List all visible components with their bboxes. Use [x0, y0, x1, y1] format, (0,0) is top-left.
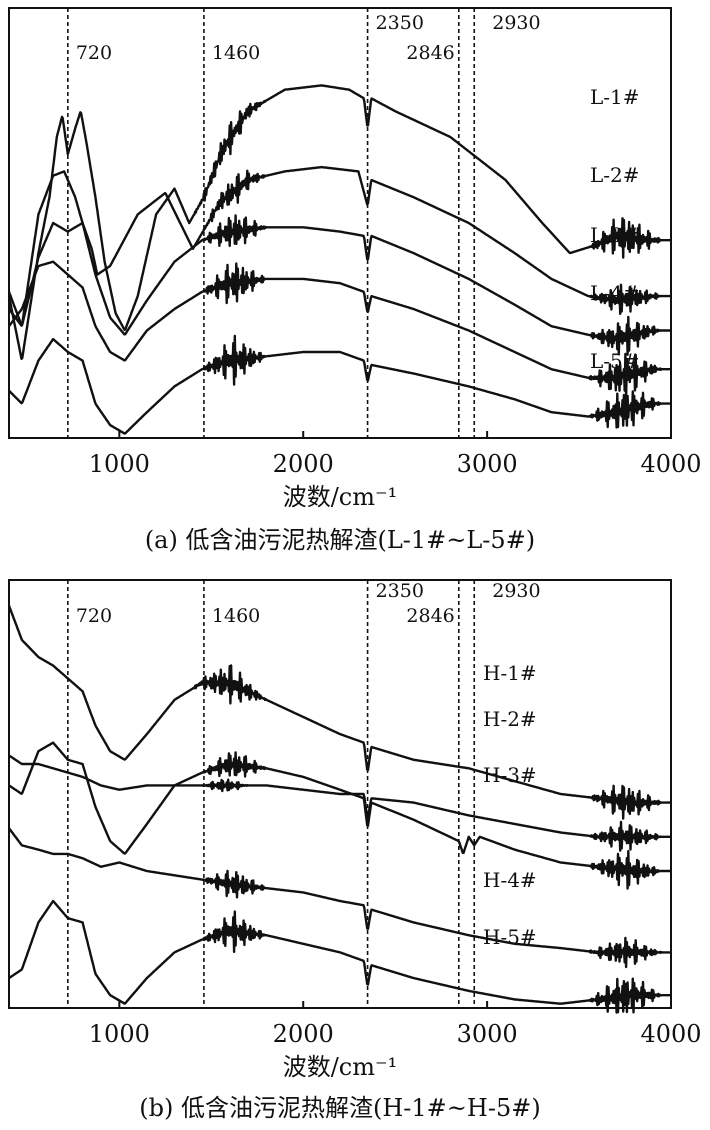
- series-label: L-5#: [590, 349, 640, 373]
- panel-a: 1000 2000 3000 4000 720 1460 2350 2846 2930 L-1# L…: [7, 7, 702, 554]
- series-label: H-2#: [483, 707, 537, 731]
- reference-line-label: 720: [76, 42, 112, 64]
- series-label: L-4#: [590, 281, 640, 305]
- reference-line-label: 2350: [376, 12, 424, 34]
- panel-b: 1000 2000 3000 4000 720 1460 2350 2846 2930 H-1# H…: [7, 579, 702, 1122]
- panel-caption: (a) 低含油污泥热解渣(L-1#~L-5#): [145, 526, 535, 554]
- x-tick-label: 3000: [457, 1020, 518, 1048]
- x-tick-label: 2000: [273, 1020, 334, 1048]
- reference-line-label: 2350: [376, 580, 424, 602]
- series-label: H-1#: [483, 661, 537, 685]
- x-axis-label: 波数/cm⁻¹: [283, 1053, 398, 1081]
- series-label: L-2#: [590, 163, 640, 187]
- series-line-L-4: [8, 260, 672, 399]
- series-label: H-5#: [483, 925, 537, 949]
- reference-line-label: 1460: [212, 42, 260, 64]
- series-line-H-5: [8, 899, 672, 1014]
- series-line-L-1: [7, 84, 672, 360]
- reference-line-label: 2930: [492, 580, 540, 602]
- x-tick-label: 1000: [89, 1020, 150, 1048]
- x-tick-label: 1000: [89, 450, 150, 478]
- x-axis-label: 波数/cm⁻¹: [283, 483, 398, 511]
- reference-line-label: 2930: [492, 12, 540, 34]
- x-tick-label: 4000: [640, 450, 701, 478]
- series-line-H-4: [8, 827, 672, 969]
- series-label: H-4#: [483, 868, 537, 892]
- series-line-H-3: [8, 741, 672, 890]
- x-tick-label: 4000: [640, 1020, 701, 1048]
- series-line-H-1: [7, 605, 672, 820]
- series-line-L-5: [8, 334, 672, 435]
- reference-line-label: 720: [76, 605, 112, 627]
- plot-frame: [8, 579, 672, 1009]
- series-label: L-1#: [590, 85, 640, 109]
- series-label: H-3#: [483, 763, 537, 787]
- plot-frame: [8, 7, 672, 439]
- series-label: L-3#: [590, 223, 640, 247]
- series-line-L-2: [8, 165, 672, 327]
- series-line-H-2: [8, 754, 672, 852]
- panel-caption: (b) 低含油污泥热解渣(H-1#~H-5#): [139, 1094, 540, 1122]
- series-line-L-3: [7, 214, 672, 356]
- x-tick-label: 3000: [457, 450, 518, 478]
- reference-line-label: 2846: [406, 42, 454, 64]
- reference-line-label: 1460: [212, 605, 260, 627]
- x-tick-label: 2000: [273, 450, 334, 478]
- reference-line-label: 2846: [406, 605, 454, 627]
